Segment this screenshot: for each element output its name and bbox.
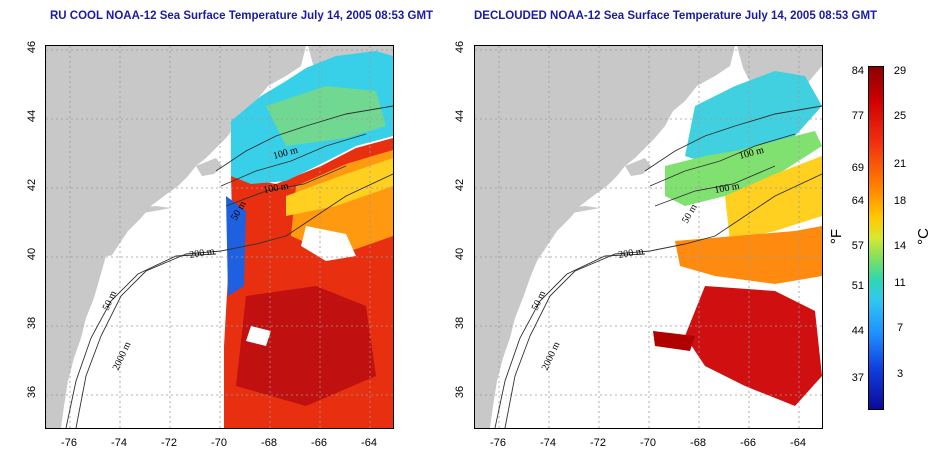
colorbar-fahrenheit-tick: 69 xyxy=(851,162,864,174)
left-map-svg: 100 m 100 m 200 m 50 m 2000 m 50 m xyxy=(46,46,393,428)
colorbar-fahrenheit-tick: 37 xyxy=(851,372,864,384)
x-tick-label: -66 xyxy=(311,437,327,449)
sst-hot-patch xyxy=(236,286,376,406)
cape-cod xyxy=(196,158,222,176)
right-map-panel: 100 m 100 m 200 m 50 m 2000 m 50 m xyxy=(474,45,823,429)
colorbar-fahrenheit-tick: 51 xyxy=(851,280,864,292)
sst-hot-patch xyxy=(685,286,822,406)
colorbar-celsius-tick: 25 xyxy=(893,110,907,122)
x-tick-label: -70 xyxy=(211,437,227,449)
colorbar-celsius-tick: 29 xyxy=(893,65,907,77)
sst-green-patch xyxy=(665,131,822,206)
cloud-patch xyxy=(301,226,356,261)
colorbar-fahrenheit-tick: 57 xyxy=(851,240,864,252)
y-tick-label: 42 xyxy=(454,178,466,192)
y-tick-label: 42 xyxy=(26,178,38,192)
bathymetry-contours xyxy=(494,105,822,428)
graticule xyxy=(46,46,393,428)
colorbar-celsius-tick: 3 xyxy=(896,368,904,380)
x-tick-label: -74 xyxy=(540,437,556,449)
y-tick-label: 40 xyxy=(26,247,38,261)
x-tick-label: -76 xyxy=(61,437,77,449)
colorbar-fahrenheit-tick: 84 xyxy=(851,65,864,77)
long-island xyxy=(106,206,171,218)
y-tick-label: 44 xyxy=(26,109,38,123)
colorbar-celsius-tick: 14 xyxy=(893,240,907,252)
y-tick-label: 38 xyxy=(26,316,38,330)
right-map-svg: 100 m 100 m 200 m 50 m 2000 m 50 m xyxy=(475,46,822,428)
contour-label: 2000 m xyxy=(540,340,563,372)
x-tick-label: -68 xyxy=(261,437,277,449)
long-island xyxy=(535,206,600,218)
graticule xyxy=(475,46,822,428)
bathymetry-contours xyxy=(65,105,393,428)
y-tick-label: 40 xyxy=(454,247,466,261)
sst-orange-band xyxy=(675,226,822,284)
x-tick-label: -68 xyxy=(690,437,706,449)
fahrenheit-unit-label: °F xyxy=(828,228,846,245)
sst-yellow-band xyxy=(286,158,393,216)
left-map-panel: 100 m 100 m 200 m 50 m 2000 m 50 m xyxy=(45,45,394,429)
sst-yellow-band xyxy=(725,156,822,241)
y-tick-label: 36 xyxy=(454,385,466,399)
x-tick-label: -72 xyxy=(590,437,606,449)
colorbar-celsius-tick: 21 xyxy=(893,158,907,170)
cloud-patch xyxy=(246,326,271,346)
sst-cold-edge xyxy=(226,196,246,296)
sst-cool-region xyxy=(685,71,822,166)
y-tick-label: 44 xyxy=(454,109,466,123)
sst-green-patch xyxy=(266,86,386,146)
y-tick-label: 46 xyxy=(26,40,38,54)
contour-label: 200 m xyxy=(618,246,645,261)
y-tick-label: 46 xyxy=(454,40,466,54)
contour-label: 50 m xyxy=(680,202,700,225)
colorbar-fahrenheit-tick: 77 xyxy=(851,110,864,122)
contour-label: 100 m xyxy=(714,181,741,196)
temperature-colorbar xyxy=(868,66,884,410)
sst-hot-patch xyxy=(653,331,695,351)
x-tick-label: -64 xyxy=(361,437,377,449)
right-map-title: DECLOUDED NOAA-12 Sea Surface Temperatur… xyxy=(474,10,878,22)
land-mass xyxy=(46,46,306,428)
no-data-region xyxy=(61,246,224,428)
x-tick-label: -64 xyxy=(790,437,806,449)
cape-cod xyxy=(625,158,651,176)
x-tick-label: -72 xyxy=(161,437,177,449)
celsius-unit-label: °C xyxy=(914,228,932,245)
x-tick-label: -74 xyxy=(111,437,127,449)
left-map-title: RU COOL NOAA-12 Sea Surface Temperature … xyxy=(50,10,434,22)
colorbar-fahrenheit-tick: 44 xyxy=(851,325,864,337)
contour-label: 200 m xyxy=(189,246,216,261)
contour-label: 100 m xyxy=(263,181,290,196)
colorbar-celsius-tick: 11 xyxy=(894,277,906,289)
land-mass xyxy=(475,46,735,428)
x-tick-label: -66 xyxy=(740,437,756,449)
contour-label: 50 m xyxy=(530,289,549,312)
x-tick-label: -70 xyxy=(640,437,656,449)
colorbar-fahrenheit-tick: 64 xyxy=(851,195,864,207)
y-tick-label: 38 xyxy=(454,316,466,330)
x-tick-label: -76 xyxy=(490,437,506,449)
y-tick-label: 36 xyxy=(26,385,38,399)
colorbar-celsius-tick: 18 xyxy=(893,195,907,207)
colorbar-celsius-tick: 7 xyxy=(896,322,904,334)
